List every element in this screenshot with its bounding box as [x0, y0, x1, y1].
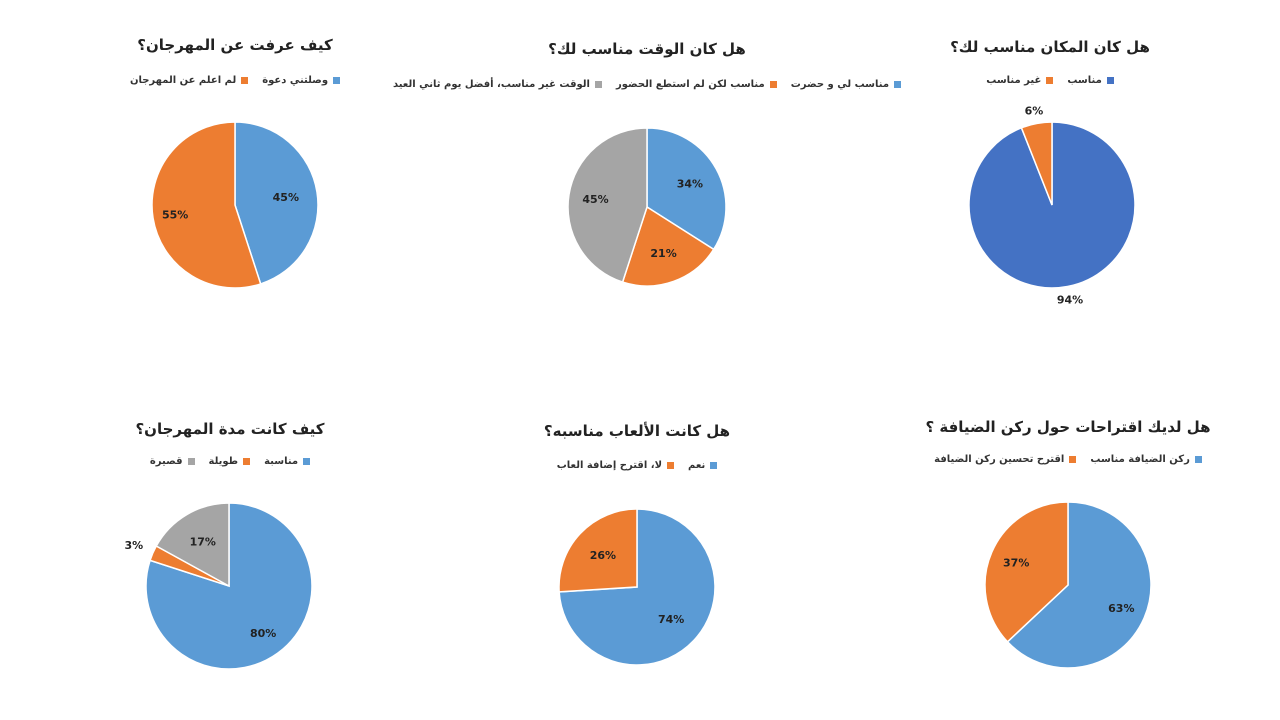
legend-swatch [333, 77, 341, 84]
pie-chart-place-suitable: هل كان المكان مناسب لك؟ مناسب غير مناسب 9… [900, 30, 1200, 330]
legend-swatch [187, 458, 195, 465]
legend-label: مناسب لي و حضرت [790, 79, 890, 90]
chart-legend: نعم لا، اقترح إضافة العاب [487, 460, 787, 471]
legend-label: ركن الضيافة مناسب [1090, 454, 1190, 465]
legend-swatch [241, 77, 249, 84]
pie-plot: 34% 21% 45% [567, 127, 727, 287]
legend-swatch [769, 81, 777, 88]
pie-slice [155, 502, 230, 588]
data-label: 26% [590, 549, 616, 562]
data-label: 45% [582, 193, 608, 206]
pie-plot: 45% 55% [151, 121, 319, 289]
legend-label: مناسبة [264, 456, 299, 467]
pie-slice [968, 121, 1136, 289]
legend-swatch [667, 462, 675, 469]
pie-slice [234, 121, 319, 285]
data-label: 21% [650, 247, 676, 260]
legend-item: غير مناسب [986, 75, 1054, 86]
legend-item: مناسب لكن لم استطع الحضور [616, 79, 777, 90]
legend-item: قصيرة [150, 456, 195, 467]
legend-item: وصلتني دعوة [262, 75, 341, 86]
data-label: 94% [1057, 294, 1083, 307]
pie-chart-duration: كيف كانت مدة المهرجان؟ مناسبة طويلة قصيرة … [80, 410, 380, 710]
pie-slice [621, 205, 715, 287]
legend-item: طويلة [209, 456, 251, 467]
legend-label: الوقت غير مناسب، أفضل يوم ثاني العيد [392, 79, 590, 90]
legend-label: غير مناسب [986, 75, 1042, 86]
legend-swatch [243, 458, 251, 465]
pie-plot: 74% 26% [558, 508, 716, 666]
data-label: 34% [677, 177, 703, 190]
legend-label: وصلتني دعوة [262, 75, 329, 86]
pie-chart-time-suitable: هل كان الوقت مناسب لك؟ مناسب لي و حضرت من… [393, 30, 902, 330]
pie-slice [984, 501, 1069, 643]
legend-swatch [1106, 77, 1114, 84]
legend-item: نعم [688, 460, 718, 471]
chart-title: هل كان الوقت مناسب لك؟ [548, 40, 746, 58]
data-label: 80% [250, 627, 276, 640]
legend-swatch [1046, 77, 1054, 84]
legend-label: مناسب لكن لم استطع الحضور [615, 79, 765, 90]
legend-swatch [894, 81, 902, 88]
pie-chart-hospitality: هل لديك اقتراحات حول ركن الضيافة ؟ ركن ا… [918, 410, 1218, 710]
legend-item: مناسبة [264, 456, 311, 467]
pie-slice [558, 508, 638, 593]
pie-slice [1006, 501, 1152, 669]
legend-item: مناسب لي و حضرت [790, 79, 902, 90]
legend-item: مناسب [1067, 75, 1114, 86]
data-label: 3% [124, 539, 143, 552]
chart-title: هل كان المكان مناسب لك؟ [950, 38, 1150, 56]
pie-chart-games-suitable: هل كانت الألعاب مناسبه؟ نعم لا، اقترح إضا… [487, 410, 787, 710]
legend-label: اقترح تحسين ركن الضيافة [934, 454, 1065, 465]
pie-plot: 94% 6% [968, 104, 1136, 307]
legend-swatch [1069, 456, 1077, 463]
pie-slice [1020, 121, 1053, 206]
data-label: 63% [1108, 602, 1134, 615]
legend-item: ركن الضيافة مناسب [1090, 454, 1202, 465]
data-label: 45% [273, 191, 299, 204]
legend-label: لا، اقترح إضافة العاب [556, 460, 663, 471]
chart-legend: مناسب غير مناسب [900, 75, 1200, 86]
pie-chart-how-heard: كيف عرفت عن المهرجان؟ وصلتني دعوة لم اعلم… [85, 30, 385, 330]
pie-slice [151, 121, 262, 289]
chart-legend: مناسبة طويلة قصيرة [80, 456, 380, 467]
data-label: 55% [162, 208, 188, 221]
legend-swatch [1194, 456, 1202, 463]
legend-item: لا، اقترح إضافة العاب [556, 460, 675, 471]
legend-label: مناسب [1067, 75, 1102, 86]
legend-item: اقترح تحسين ركن الضيافة [934, 454, 1077, 465]
legend-item: لم اعلم عن المهرجان [129, 75, 249, 86]
pie-plot: 80% 3% 17% [124, 502, 313, 670]
chart-title: هل كانت الألعاب مناسبه؟ [543, 422, 731, 440]
data-label: 74% [658, 613, 684, 626]
legend-swatch [594, 81, 602, 88]
legend-item: الوقت غير مناسب، أفضل يوم ثاني العيد [393, 79, 602, 90]
chart-legend: مناسب لي و حضرت مناسب لكن لم استطع الحضور… [393, 79, 902, 90]
legend-label: لم اعلم عن المهرجان [129, 75, 237, 86]
data-label: 37% [1003, 557, 1029, 570]
chart-title: كيف عرفت عن المهرجان؟ [137, 36, 333, 54]
chart-legend: ركن الضيافة مناسب اقترح تحسين ركن الضيافة [918, 454, 1218, 465]
data-label: 17% [190, 536, 216, 549]
chart-title: هل لديك اقتراحات حول ركن الضيافة ؟ [925, 418, 1211, 436]
pie-slice [567, 127, 648, 284]
chart-title: كيف كانت مدة المهرجان؟ [135, 420, 325, 438]
legend-label: نعم [688, 460, 706, 471]
data-label: 6% [1025, 104, 1044, 117]
legend-swatch [710, 462, 718, 469]
chart-legend: وصلتني دعوة لم اعلم عن المهرجان [85, 75, 385, 86]
legend-swatch [303, 458, 311, 465]
pie-plot: 63% 37% [984, 501, 1152, 669]
legend-label: طويلة [208, 456, 239, 467]
legend-label: قصيرة [149, 456, 183, 467]
